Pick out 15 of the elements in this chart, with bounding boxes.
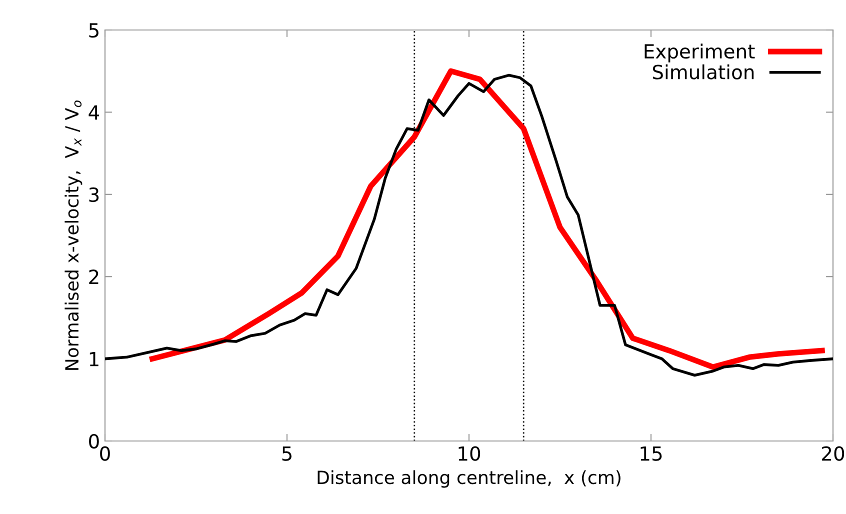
x-tick-label: 10 (458, 446, 480, 461)
x-tick-label: 5 (282, 446, 292, 461)
y-tick-label: 5 (89, 23, 98, 38)
x-tick-label: 15 (640, 446, 662, 461)
y-tick-label: 1 (90, 352, 98, 366)
legend-label: Experiment (644, 44, 755, 62)
y-tick-label: 4 (88, 105, 100, 120)
x-tick-label: 20 (822, 446, 844, 461)
y-tick-label: 2 (89, 270, 98, 284)
y-tick-label: 0 (89, 434, 99, 449)
legend-label: Simulation (652, 64, 754, 80)
y-axis-title: Normalised x-velocity, V$_{x}$ / V$_{o}$ (64, 100, 82, 370)
x-tick-label: 0 (100, 446, 110, 461)
y-tick-label: 3 (89, 187, 99, 202)
x-axis-title: Distance along centreline, x (cm) (318, 470, 620, 488)
